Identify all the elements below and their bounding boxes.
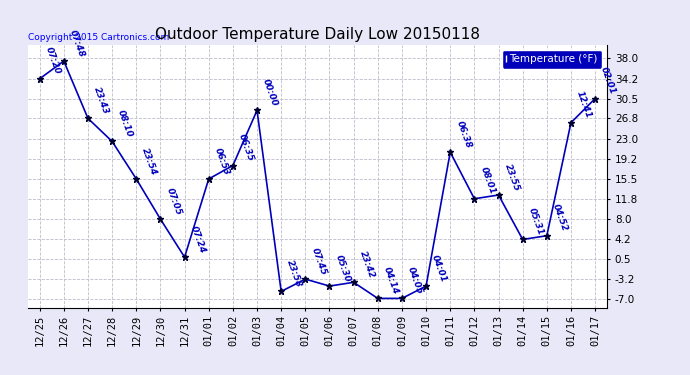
Text: 12:41: 12:41 — [575, 90, 593, 120]
Text: 23:43: 23:43 — [92, 86, 110, 116]
Text: 23:55: 23:55 — [503, 162, 521, 192]
Text: 07:24: 07:24 — [189, 224, 207, 254]
Text: 06:35: 06:35 — [237, 133, 255, 163]
Text: 05:30: 05:30 — [334, 254, 352, 283]
Text: 05:31: 05:31 — [527, 207, 545, 237]
Text: 23:54: 23:54 — [141, 146, 159, 176]
Text: 07:45: 07:45 — [310, 246, 328, 276]
Text: Copyright 2015 Cartronics.com: Copyright 2015 Cartronics.com — [28, 33, 169, 42]
Legend: Temperature (°F): Temperature (°F) — [502, 50, 602, 69]
Text: 08:10: 08:10 — [117, 109, 135, 139]
Text: 04:14: 04:14 — [382, 266, 400, 296]
Text: 04:52: 04:52 — [551, 203, 569, 233]
Text: 06:53: 06:53 — [213, 146, 231, 176]
Text: 04:05: 04:05 — [406, 266, 424, 296]
Text: 07:05: 07:05 — [165, 186, 183, 216]
Text: 00:00: 00:00 — [262, 78, 279, 108]
Title: Outdoor Temperature Daily Low 20150118: Outdoor Temperature Daily Low 20150118 — [155, 27, 480, 42]
Text: 06:38: 06:38 — [455, 119, 473, 149]
Text: 23:58: 23:58 — [286, 259, 304, 289]
Text: 04:01: 04:01 — [431, 254, 448, 283]
Text: 08:01: 08:01 — [479, 166, 497, 196]
Text: 07:20: 07:20 — [44, 46, 62, 76]
Text: 02:01: 02:01 — [600, 66, 618, 96]
Text: 07:48: 07:48 — [68, 28, 86, 58]
Text: 23:42: 23:42 — [358, 250, 376, 279]
